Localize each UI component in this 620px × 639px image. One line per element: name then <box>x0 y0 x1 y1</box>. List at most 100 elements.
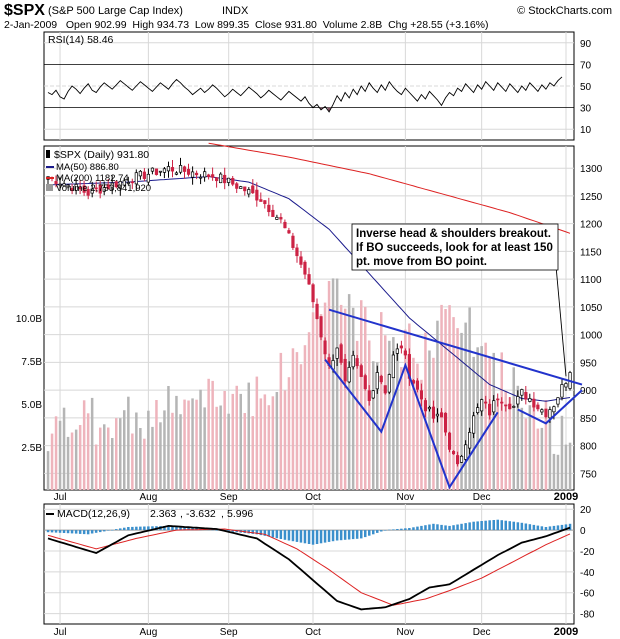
volume-bar <box>58 420 62 490</box>
volume-bar <box>62 407 66 490</box>
macd-histogram-bar <box>255 530 259 535</box>
volume-bar <box>183 399 186 490</box>
volume-bar <box>323 302 327 490</box>
candle-body <box>415 380 420 390</box>
price-legend-volume: Volume 2,753,841,920 <box>56 183 151 194</box>
candle-body <box>307 274 311 285</box>
volume-bar <box>520 407 524 490</box>
volume-bar <box>400 367 403 490</box>
rsi-oversold-fill <box>319 107 332 112</box>
volume-bar <box>115 418 118 490</box>
candle-body <box>66 184 70 188</box>
volume-bar <box>416 363 419 490</box>
volume-bar <box>420 379 423 490</box>
volume-bar <box>227 413 230 490</box>
volume-tick-label: 7.5B <box>21 357 42 368</box>
macd-histogram-bar <box>191 528 194 531</box>
macd-histogram-bar <box>167 525 170 531</box>
volume-bar <box>484 342 487 490</box>
candle-body <box>178 165 183 173</box>
price-panel: 750 800 850 900 950 1000 1050 1100 1150 1200 1250 1… <box>16 142 603 491</box>
month-label: Nov <box>396 627 414 638</box>
candle-body <box>239 186 243 189</box>
macd-histogram-bar <box>287 530 291 541</box>
month-label: Sep <box>220 627 238 638</box>
candle-body <box>287 230 291 234</box>
candle-body <box>435 413 440 417</box>
candle-body <box>528 398 532 402</box>
macd-histogram-bar <box>187 527 190 531</box>
volume-bar <box>199 389 202 490</box>
macd-histogram-bar <box>183 527 186 531</box>
candle-body <box>455 455 460 465</box>
volume-bar <box>191 398 194 490</box>
candle-body <box>146 173 150 183</box>
candle-body <box>419 390 424 400</box>
rsi-tick-label: 50 <box>580 82 592 93</box>
macd-histogram-bar <box>351 530 355 540</box>
candle-body <box>231 178 235 185</box>
svg-text:,: , <box>180 508 183 520</box>
candle-body <box>215 177 219 182</box>
candle-body <box>464 444 468 460</box>
volume-bar <box>179 414 182 490</box>
volume-bar <box>396 351 399 490</box>
volume-bar <box>512 367 515 490</box>
volume-tick-label: 2.5B <box>21 443 42 454</box>
candle-body <box>315 303 319 319</box>
volume-bar <box>243 413 246 490</box>
candle-body <box>383 385 387 394</box>
candle-body <box>303 261 307 275</box>
macd-histogram-bar <box>452 525 455 531</box>
candle-body <box>54 181 58 185</box>
volume-bar <box>351 307 355 490</box>
macd-histogram-bar <box>211 529 214 531</box>
macd-histogram-bar <box>50 530 54 533</box>
candle-body <box>431 406 436 419</box>
macd-histogram-bar <box>291 530 295 542</box>
candle-body <box>110 182 114 190</box>
price-tick-label: 1150 <box>580 247 602 258</box>
macd-histogram-bar <box>319 530 323 544</box>
macd-histogram-bar <box>111 529 114 531</box>
macd-histogram-bar <box>368 530 371 536</box>
macd-histogram-bar <box>536 525 540 531</box>
macd-histogram-bar <box>54 530 58 533</box>
month-label: Dec <box>473 492 491 503</box>
macd-histogram-bar <box>476 521 479 531</box>
volume-bar <box>207 378 210 490</box>
macd-histogram-bar <box>311 530 315 545</box>
macd-histogram-bar <box>372 530 375 535</box>
candle-body <box>556 397 560 405</box>
macd-histogram-bar <box>460 523 463 531</box>
macd-histogram-bar <box>163 526 166 531</box>
macd-histogram-bar <box>504 520 507 531</box>
month-label: Sep <box>220 492 238 503</box>
candle-body <box>343 358 347 382</box>
candle-body <box>74 184 78 191</box>
candle-body <box>223 174 227 184</box>
macd-histogram-bar <box>295 530 299 542</box>
volume-bar <box>468 307 471 490</box>
volume-bar <box>560 415 564 490</box>
volume-bar <box>147 410 150 490</box>
candle-body <box>472 415 476 434</box>
macd-histogram-bar <box>400 528 403 531</box>
volume-bar <box>335 278 339 490</box>
macd-histogram-bar <box>540 526 544 531</box>
candle-body <box>399 345 403 349</box>
volume-bar <box>267 405 271 490</box>
macd-histogram-bar <box>123 527 126 531</box>
candle-body <box>275 216 279 220</box>
rsi-panel: 10 30 50 70 90 RSI(14) 58.46 <box>43 31 592 141</box>
volume-bar <box>339 304 343 490</box>
volume-bar <box>556 454 560 490</box>
volume-bar <box>460 332 463 490</box>
macd-histogram-bar <box>416 526 419 531</box>
volume-bar <box>203 407 206 490</box>
candle-body <box>508 403 512 410</box>
watermark: © StockCharts.com <box>517 5 612 17</box>
volume-bar <box>319 314 323 490</box>
month-label: Aug <box>139 492 157 503</box>
macd-histogram-bar <box>339 530 343 541</box>
